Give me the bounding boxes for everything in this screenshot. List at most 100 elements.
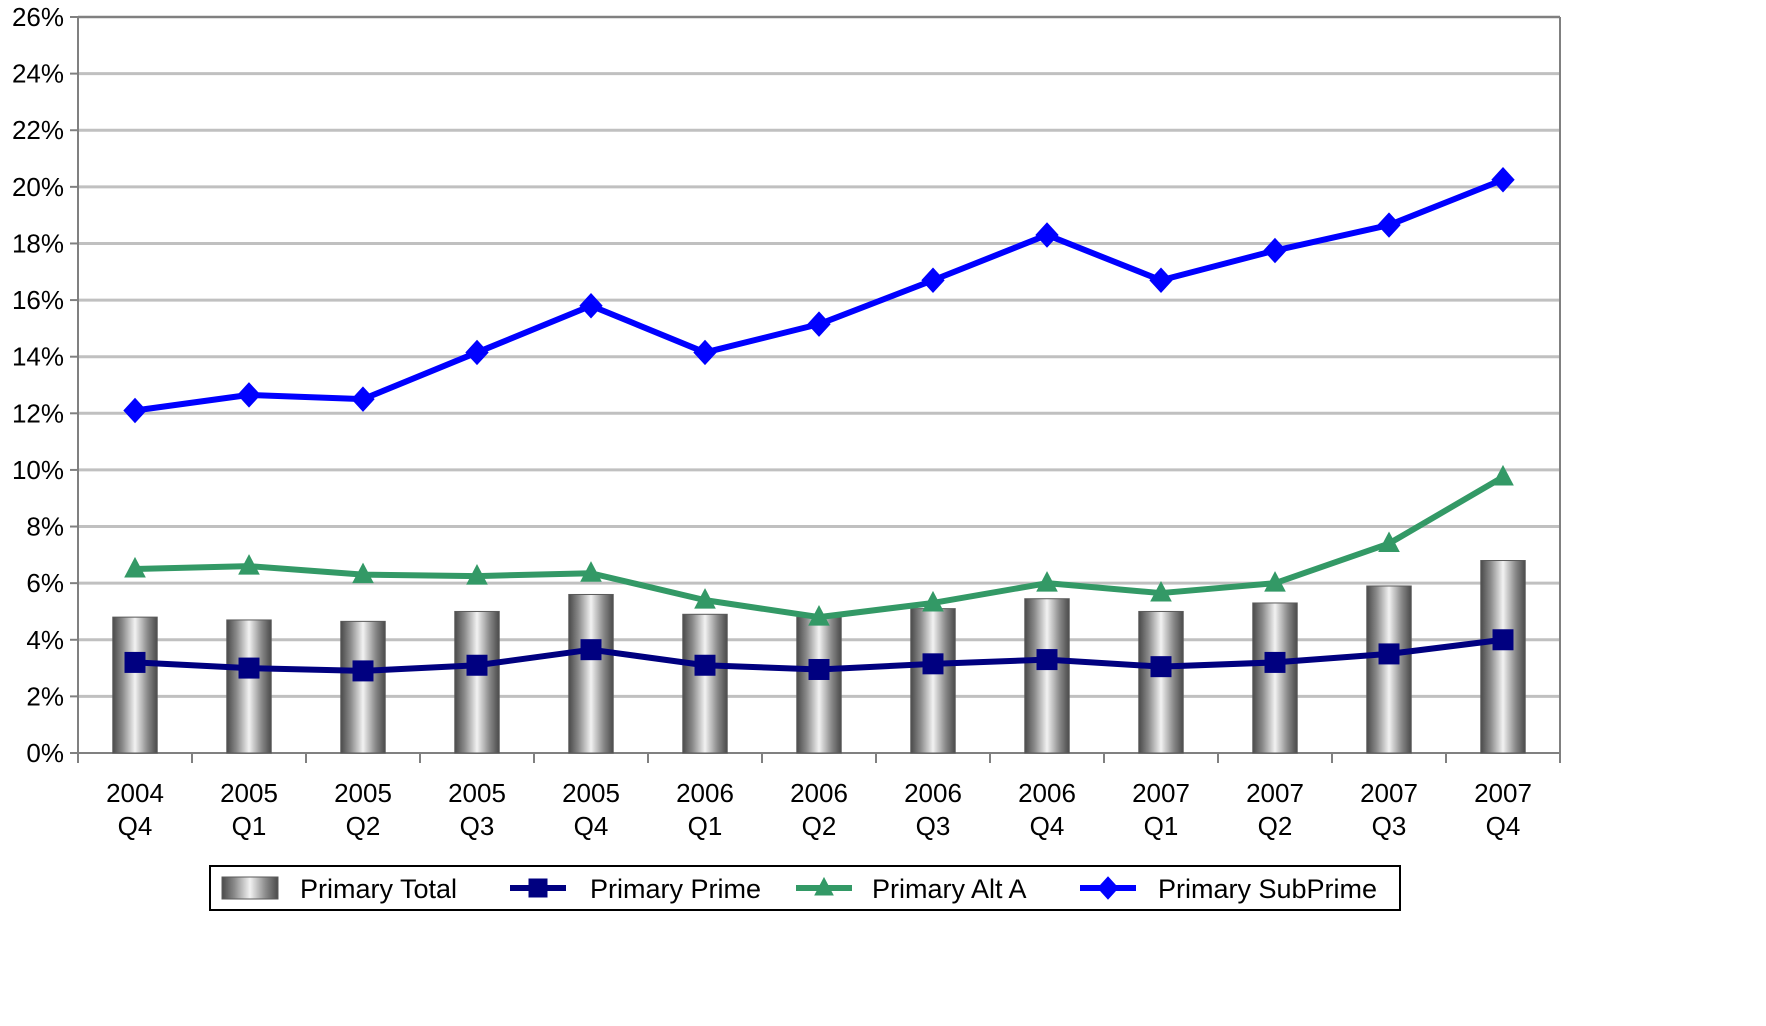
x-tick-label-year: 2006: [676, 778, 734, 808]
primary-alt-a-point: [694, 588, 716, 609]
bar: [454, 610, 500, 754]
bar: [568, 593, 614, 754]
primary-subprime-point: [351, 386, 375, 412]
bar: [112, 616, 158, 754]
x-tick-label-year: 2005: [562, 778, 620, 808]
primary-subprime-point: [1035, 222, 1059, 248]
x-tick-label-quarter: Q1: [232, 811, 267, 841]
primary-alt-a-line: [134, 474, 1505, 621]
primary-prime-point: [694, 654, 716, 676]
x-tick-label-year: 2007: [1246, 778, 1304, 808]
x-tick-label-quarter: Q4: [574, 811, 609, 841]
legend-label: Primary Prime: [590, 874, 761, 904]
bar: [226, 619, 272, 754]
x-tick-label-quarter: Q4: [118, 811, 153, 841]
y-tick-label: 18%: [12, 228, 64, 258]
bar: [796, 616, 842, 754]
primary-prime-point: [352, 660, 374, 682]
y-tick-label: 10%: [12, 455, 64, 485]
primary-alt-a-point: [238, 554, 260, 575]
primary-alt-a-point: [352, 562, 374, 584]
y-tick-label: 24%: [12, 59, 64, 89]
bar: [1138, 610, 1184, 754]
primary-alt-a-point: [466, 564, 488, 585]
primary-subprime-point: [237, 382, 261, 408]
x-tick-label-quarter: Q2: [1258, 811, 1293, 841]
primary-alt-a-point: [1378, 531, 1400, 553]
x-tick-label-year: 2006: [790, 778, 848, 808]
x-tick-label-year: 2007: [1474, 778, 1532, 808]
y-tick-labels: 0% 2% 4% 6% 8% 10% 12% 14% 16% 18% 20% 22% 24% 26%: [12, 2, 64, 768]
x-tick-label-year: 2005: [220, 778, 278, 808]
bar: [1480, 560, 1526, 754]
bar: [1024, 598, 1070, 754]
bar: [1252, 602, 1298, 754]
x-tick-label-quarter: Q3: [916, 811, 951, 841]
x-tick-label-quarter: Q1: [1144, 811, 1179, 841]
y-tick-label: 12%: [12, 398, 64, 428]
legend-label: Primary Alt A: [872, 874, 1027, 904]
primary-alt-a-point: [124, 556, 146, 578]
x-tick-label-year: 2006: [1018, 778, 1076, 808]
line-series: [123, 167, 1515, 682]
y-tick-label: 22%: [12, 115, 64, 145]
primary-subprime-point: [921, 267, 945, 294]
y-tick-label: 14%: [12, 342, 64, 372]
x-tick-label-year: 2007: [1132, 778, 1190, 808]
x-tick-label-year: 2004: [106, 778, 164, 808]
primary-prime-point: [238, 657, 260, 679]
primary-subprime-point: [123, 397, 147, 424]
primary-alt-a-point: [808, 605, 830, 626]
y-tick-label: 20%: [12, 172, 64, 202]
primary-prime-point: [922, 653, 944, 675]
primary-subprime-point: [1491, 167, 1515, 193]
primary-alt-a-point: [1492, 464, 1514, 486]
y-tick-label: 6%: [26, 568, 64, 598]
legend-label: Primary Total: [300, 874, 457, 904]
x-tick-label-year: 2005: [448, 778, 506, 808]
gridlines: [78, 15, 1560, 698]
primary-alt-a-point: [580, 561, 602, 582]
x-tick-label-quarter: Q2: [346, 811, 381, 841]
x-tick-labels: 2004Q42005Q12005Q22005Q32005Q42006Q12006…: [106, 778, 1532, 841]
x-tick-label-quarter: Q3: [1372, 811, 1407, 841]
primary-alt-a-point: [1264, 571, 1286, 592]
primary-alt-a-point: [922, 590, 944, 612]
bar: [682, 613, 728, 754]
legend-swatch-marker: [528, 878, 548, 898]
bar: [910, 608, 956, 754]
primary-prime-point: [466, 654, 488, 676]
y-tick-label: 2%: [26, 681, 64, 711]
legend-swatch-bar: [221, 876, 279, 900]
x-tick-label-quarter: Q4: [1486, 811, 1521, 841]
legend-swatch-marker: [814, 876, 834, 896]
y-tick-label: 26%: [12, 2, 64, 32]
x-tick-label-year: 2007: [1360, 778, 1418, 808]
x-tick-label-year: 2005: [334, 778, 392, 808]
primary-subprime-point: [465, 339, 489, 366]
x-tick-label-quarter: Q1: [688, 811, 723, 841]
y-tick-label: 0%: [26, 738, 64, 768]
primary-alt-a-point: [1150, 580, 1172, 602]
primary-alt-a-point: [1036, 571, 1058, 592]
primary-prime-point: [1150, 656, 1172, 678]
legend-swatch-marker: [1097, 876, 1119, 900]
primary-prime-point: [580, 639, 602, 661]
x-tick-label-quarter: Q4: [1030, 811, 1065, 841]
primary-prime-point: [808, 658, 830, 680]
x-tick-label-quarter: Q3: [460, 811, 495, 841]
bar: [340, 620, 386, 754]
primary-prime-point: [1264, 651, 1286, 673]
primary-subprime-point: [1149, 267, 1173, 294]
primary-prime-point: [124, 651, 146, 673]
y-tick-label: 8%: [26, 512, 64, 542]
y-tick-label: 16%: [12, 285, 64, 315]
legend: Primary Total Primary Prime Primary Alt A P…: [209, 865, 1401, 911]
y-tick-label: 4%: [26, 625, 64, 655]
primary-subprime-line: [134, 176, 1505, 414]
legend-label: Primary SubPrime: [1158, 874, 1377, 904]
primary-subprime-point: [579, 292, 603, 319]
primary-subprime-point: [1377, 212, 1401, 238]
